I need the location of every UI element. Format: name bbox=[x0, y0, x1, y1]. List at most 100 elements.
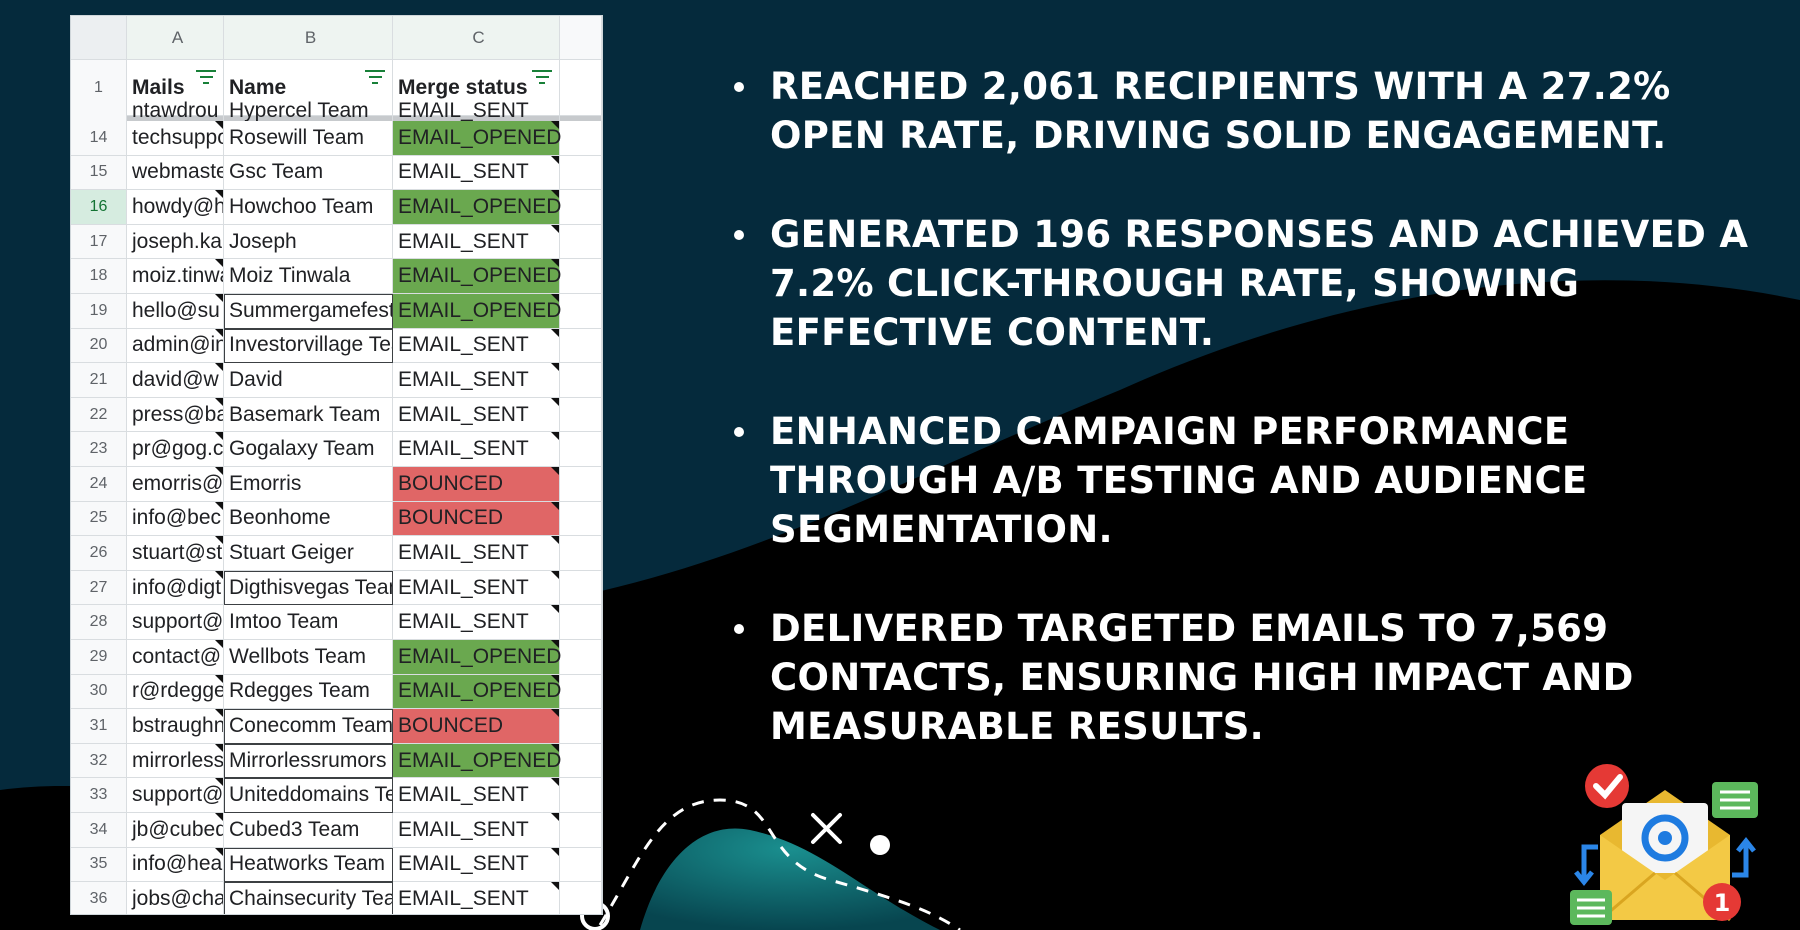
header-cell-name[interactable]: Name bbox=[224, 60, 393, 116]
name-cell[interactable]: Conecomm Team bbox=[224, 709, 393, 744]
mail-cell[interactable]: support@ bbox=[127, 778, 224, 813]
status-cell[interactable]: EMAIL_SENT bbox=[393, 778, 560, 813]
empty-cell[interactable] bbox=[560, 778, 602, 813]
name-cell[interactable]: Mirrorlessrumors bbox=[224, 743, 393, 779]
name-cell[interactable]: Wellbots Team bbox=[224, 640, 393, 675]
status-cell[interactable]: EMAIL_SENT bbox=[393, 847, 560, 883]
empty-cell[interactable] bbox=[560, 501, 602, 537]
empty-cell[interactable] bbox=[560, 96, 602, 124]
name-cell[interactable]: Rosewill Team bbox=[224, 121, 393, 156]
mail-cell[interactable]: pr@gog.c bbox=[127, 432, 224, 467]
mail-cell[interactable]: admin@in bbox=[127, 328, 224, 364]
name-cell[interactable]: Digthisvegas Team bbox=[224, 570, 393, 606]
mail-cell[interactable]: jb@cubed bbox=[127, 813, 224, 848]
status-cell[interactable]: EMAIL_OPENED bbox=[393, 674, 561, 710]
mail-cell[interactable]: r@rdegge bbox=[127, 674, 224, 710]
empty-cell[interactable] bbox=[560, 882, 602, 914]
mail-cell[interactable]: info@digt bbox=[127, 570, 224, 606]
row-number[interactable]: 18 bbox=[71, 259, 127, 294]
row-number[interactable]: 22 bbox=[71, 397, 127, 433]
row-number[interactable]: 21 bbox=[71, 363, 127, 398]
empty-cell[interactable] bbox=[560, 363, 602, 398]
row-number[interactable]: 24 bbox=[71, 467, 127, 502]
column-header-a[interactable]: A bbox=[127, 16, 224, 60]
name-cell[interactable]: Investorvillage Team bbox=[224, 328, 393, 364]
empty-cell[interactable] bbox=[560, 847, 602, 883]
empty-cell[interactable] bbox=[560, 60, 602, 116]
name-cell[interactable]: Emorris bbox=[224, 467, 393, 502]
empty-cell[interactable] bbox=[560, 190, 602, 225]
name-cell[interactable]: Chainsecurity Team bbox=[224, 882, 393, 914]
row-number[interactable]: 35 bbox=[71, 847, 127, 883]
mail-cell[interactable]: info@bec bbox=[127, 501, 224, 537]
select-all-corner[interactable] bbox=[71, 16, 127, 60]
name-cell[interactable]: Beonhome bbox=[224, 501, 393, 537]
empty-cell[interactable] bbox=[560, 640, 602, 675]
header-cell-merge-status[interactable]: Merge status bbox=[393, 60, 560, 116]
status-cell[interactable]: EMAIL_SENT bbox=[393, 224, 560, 260]
filter-icon[interactable] bbox=[364, 70, 386, 86]
row-number[interactable]: 29 bbox=[71, 640, 127, 675]
name-cell[interactable]: Uniteddomains Team bbox=[224, 778, 393, 813]
status-cell[interactable]: BOUNCED bbox=[393, 501, 560, 537]
name-cell[interactable]: Imtoo Team bbox=[224, 605, 393, 640]
mail-cell[interactable]: david@w bbox=[127, 363, 224, 398]
status-cell[interactable]: EMAIL_SENT bbox=[393, 328, 560, 364]
empty-cell[interactable] bbox=[560, 813, 602, 848]
row-number[interactable]: 33 bbox=[71, 778, 127, 813]
empty-cell[interactable] bbox=[560, 224, 602, 260]
mail-cell[interactable]: techsupport bbox=[127, 121, 224, 156]
status-cell[interactable]: EMAIL_OPENED bbox=[393, 640, 561, 675]
name-cell[interactable]: Moiz Tinwala bbox=[224, 259, 393, 294]
status-cell[interactable]: EMAIL_OPENED bbox=[393, 259, 561, 294]
status-cell[interactable]: EMAIL_OPENED bbox=[393, 743, 561, 779]
name-cell[interactable]: Joseph bbox=[224, 224, 393, 260]
empty-cell[interactable] bbox=[560, 294, 602, 329]
row-number[interactable]: 20 bbox=[71, 328, 127, 364]
empty-cell[interactable] bbox=[560, 121, 602, 156]
name-cell[interactable]: Hypercel Team bbox=[224, 96, 393, 124]
mail-cell[interactable]: jobs@cha bbox=[127, 882, 224, 914]
name-cell[interactable]: Summergamefest bbox=[224, 294, 393, 329]
empty-cell[interactable] bbox=[560, 155, 602, 191]
column-header-d[interactable] bbox=[560, 16, 602, 60]
name-cell[interactable]: David bbox=[224, 363, 393, 398]
name-cell[interactable]: Gsc Team bbox=[224, 155, 393, 191]
status-cell[interactable]: EMAIL_SENT bbox=[393, 882, 560, 914]
empty-cell[interactable] bbox=[560, 743, 602, 779]
name-cell[interactable]: Stuart Geiger bbox=[224, 536, 393, 571]
row-number[interactable]: 15 bbox=[71, 155, 127, 191]
status-cell[interactable]: EMAIL_SENT bbox=[393, 605, 560, 640]
row-number[interactable]: 32 bbox=[71, 743, 127, 779]
row-number[interactable]: 19 bbox=[71, 294, 127, 329]
status-cell[interactable]: EMAIL_OPENED bbox=[393, 294, 561, 329]
name-cell[interactable]: Rdegges Team bbox=[224, 674, 393, 710]
empty-cell[interactable] bbox=[560, 328, 602, 364]
status-cell[interactable]: EMAIL_SENT bbox=[393, 813, 560, 848]
name-cell[interactable]: Cubed3 Team bbox=[224, 813, 393, 848]
column-header-c[interactable]: C bbox=[393, 16, 560, 60]
empty-cell[interactable] bbox=[560, 570, 602, 606]
row-number[interactable]: 16 bbox=[71, 190, 127, 225]
empty-cell[interactable] bbox=[560, 536, 602, 571]
status-cell[interactable]: BOUNCED bbox=[393, 467, 560, 502]
mail-cell[interactable]: stuart@st bbox=[127, 536, 224, 571]
row-number[interactable]: 17 bbox=[71, 224, 127, 260]
mail-cell[interactable]: support@ bbox=[127, 605, 224, 640]
status-cell[interactable]: EMAIL_OPENED bbox=[393, 190, 561, 225]
mail-cell[interactable]: emorris@ bbox=[127, 467, 224, 502]
status-cell[interactable]: EMAIL_SENT bbox=[393, 570, 560, 606]
status-cell[interactable]: BOUNCED bbox=[393, 709, 560, 744]
name-cell[interactable]: Heatworks Team bbox=[224, 847, 393, 883]
filter-icon[interactable] bbox=[195, 70, 217, 86]
row-number[interactable]: 31 bbox=[71, 709, 127, 744]
row-number[interactable]: 34 bbox=[71, 813, 127, 848]
mail-cell[interactable]: webmaster bbox=[127, 155, 224, 191]
mail-cell[interactable]: info@hea bbox=[127, 847, 224, 883]
row-number[interactable] bbox=[71, 96, 127, 124]
name-cell[interactable]: Howchoo Team bbox=[224, 190, 393, 225]
mail-cell[interactable]: howdy@h bbox=[127, 190, 224, 225]
status-cell[interactable]: EMAIL_SENT bbox=[393, 96, 560, 124]
row-number[interactable]: 26 bbox=[71, 536, 127, 571]
name-cell[interactable]: Basemark Team bbox=[224, 397, 393, 433]
